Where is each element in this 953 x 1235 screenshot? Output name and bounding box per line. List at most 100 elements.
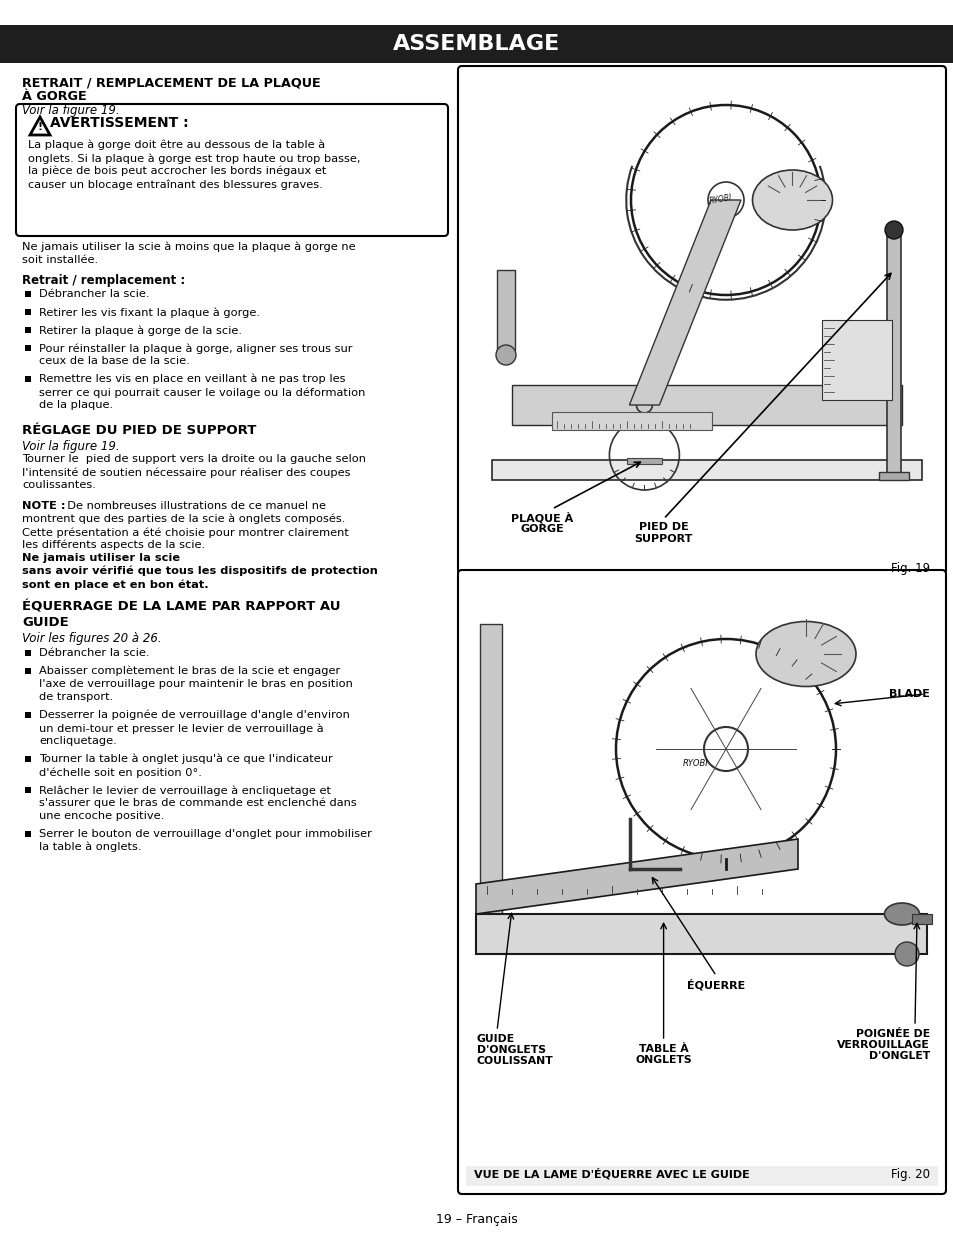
Bar (25, 309, 30, 315)
Text: RYOBI: RYOBI (708, 194, 733, 206)
Text: l'axe de verrouillage pour maintenir le bras en position: l'axe de verrouillage pour maintenir le … (39, 679, 353, 689)
Bar (25, 756, 30, 762)
Text: 19 – Français: 19 – Français (436, 1214, 517, 1226)
Text: encliquetage.: encliquetage. (39, 736, 116, 746)
Text: AVERTISSEMENT :: AVERTISSEMENT : (50, 116, 189, 130)
Circle shape (894, 942, 918, 966)
Text: COULISSANT: COULISSANT (476, 1056, 553, 1066)
Text: Voir la figure 19.: Voir la figure 19. (22, 104, 119, 117)
Text: causer un blocage entraînant des blessures graves.: causer un blocage entraînant des blessur… (28, 179, 322, 189)
Text: Fig. 20: Fig. 20 (890, 1168, 929, 1181)
Text: GUIDE: GUIDE (22, 616, 69, 629)
Bar (25, 375, 30, 382)
Text: La plaque à gorge doit être au dessous de la table à: La plaque à gorge doit être au dessous d… (28, 140, 325, 151)
Bar (512, 385, 901, 425)
FancyBboxPatch shape (457, 571, 945, 1194)
Bar (25, 327, 30, 333)
Text: !: ! (37, 122, 43, 132)
Ellipse shape (752, 170, 832, 230)
Text: Pour réinstaller la plaque à gorge, aligner ses trous sur: Pour réinstaller la plaque à gorge, alig… (39, 343, 352, 353)
Polygon shape (30, 117, 50, 135)
Text: sans avoir vérifié que tous les dispositifs de protection: sans avoir vérifié que tous les disposit… (22, 566, 377, 577)
Text: PIED DE: PIED DE (639, 522, 688, 532)
Text: Remettre les vis en place en veillant à ne pas trop les: Remettre les vis en place en veillant à … (39, 374, 345, 384)
Bar (476, 914, 926, 953)
Text: la pièce de bois peut accrocher les bords inégaux et: la pièce de bois peut accrocher les bord… (28, 165, 326, 177)
Bar (821, 320, 891, 400)
Ellipse shape (883, 903, 919, 925)
Bar (25, 345, 30, 351)
Circle shape (884, 221, 902, 240)
Ellipse shape (755, 621, 855, 687)
Text: ceux de la base de la scie.: ceux de la base de la scie. (39, 356, 190, 366)
Text: Retirer les vis fixant la plaque à gorge.: Retirer les vis fixant la plaque à gorge… (39, 308, 260, 317)
Text: ASSEMBLAGE: ASSEMBLAGE (393, 35, 560, 54)
Bar (492, 459, 921, 480)
Bar (25, 650, 30, 656)
Text: Ne jamais utiliser la scie à moins que la plaque à gorge ne: Ne jamais utiliser la scie à moins que l… (22, 242, 355, 252)
Text: GORGE: GORGE (519, 524, 563, 534)
Bar (25, 831, 30, 837)
Text: Débrancher la scie.: Débrancher la scie. (39, 648, 150, 658)
Bar (911, 914, 931, 924)
Text: Cette présentation a été choisie pour montrer clairement: Cette présentation a été choisie pour mo… (22, 527, 349, 537)
Text: Retirer la plaque à gorge de la scie.: Retirer la plaque à gorge de la scie. (39, 325, 242, 336)
Text: de la plaque.: de la plaque. (39, 400, 113, 410)
Polygon shape (629, 200, 740, 405)
Text: De nombreuses illustrations de ce manuel ne: De nombreuses illustrations de ce manuel… (60, 501, 326, 511)
Bar (497, 270, 515, 350)
Bar (25, 291, 30, 296)
Text: D'ONGLET: D'ONGLET (868, 1051, 929, 1061)
Text: onglets. Si la plaque à gorge est trop haute ou trop basse,: onglets. Si la plaque à gorge est trop h… (28, 153, 360, 163)
Text: un demi-tour et presser le levier de verrouillage à: un demi-tour et presser le levier de ver… (39, 722, 323, 734)
Text: RÉGLAGE DU PIED DE SUPPORT: RÉGLAGE DU PIED DE SUPPORT (22, 424, 256, 437)
Text: les différents aspects de la scie.: les différents aspects de la scie. (22, 540, 205, 551)
Text: SUPPORT: SUPPORT (634, 534, 692, 543)
Text: Voir la figure 19.: Voir la figure 19. (22, 440, 119, 453)
FancyBboxPatch shape (16, 104, 448, 236)
Text: RYOBI: RYOBI (682, 760, 708, 768)
FancyBboxPatch shape (457, 65, 945, 574)
Text: ONGLETS: ONGLETS (635, 1055, 691, 1065)
Bar (552, 412, 711, 430)
Bar (878, 472, 908, 480)
Text: ÉQUERRAGE DE LA LAME PAR RAPPORT AU: ÉQUERRAGE DE LA LAME PAR RAPPORT AU (22, 600, 340, 613)
Text: POIGNÉE DE: POIGNÉE DE (855, 1029, 929, 1039)
Text: Serrer le bouton de verrouillage d'onglet pour immobiliser: Serrer le bouton de verrouillage d'ongle… (39, 829, 372, 839)
Text: Débrancher la scie.: Débrancher la scie. (39, 289, 150, 299)
Bar (886, 230, 900, 480)
Bar (25, 668, 30, 674)
Bar (626, 458, 661, 464)
Text: Abaisser complètement le bras de la scie et engager: Abaisser complètement le bras de la scie… (39, 666, 340, 677)
Bar (465, 1166, 937, 1186)
Text: Fig. 19: Fig. 19 (890, 562, 929, 576)
Text: VERROUILLAGE: VERROUILLAGE (837, 1040, 929, 1050)
Bar (25, 713, 30, 718)
Text: une encoche positive.: une encoche positive. (39, 811, 164, 821)
Text: Tourner le  pied de support vers la droite ou la gauche selon: Tourner le pied de support vers la droit… (22, 454, 366, 464)
Text: d'échelle soit en position 0°.: d'échelle soit en position 0°. (39, 767, 202, 778)
Text: PLAQUE À: PLAQUE À (511, 513, 573, 524)
Text: VUE DE LA LAME D'ÉQUERRE AVEC LE GUIDE: VUE DE LA LAME D'ÉQUERRE AVEC LE GUIDE (474, 1168, 749, 1179)
Text: l'intensité de soutien nécessaire pour réaliser des coupes: l'intensité de soutien nécessaire pour r… (22, 467, 350, 478)
Polygon shape (476, 839, 797, 914)
Text: la table à onglets.: la table à onglets. (39, 842, 141, 852)
Circle shape (496, 345, 516, 366)
Text: Tourner la table à onglet jusqu'à ce que l'indicateur: Tourner la table à onglet jusqu'à ce que… (39, 755, 333, 764)
Text: NOTE :: NOTE : (22, 501, 66, 511)
Text: coulissantes.: coulissantes. (22, 480, 95, 490)
Text: de transport.: de transport. (39, 692, 113, 701)
Text: Retrait / remplacement :: Retrait / remplacement : (22, 274, 185, 287)
Text: GUIDE: GUIDE (476, 1034, 515, 1044)
Text: Relâcher le levier de verrouillage à encliquetage et: Relâcher le levier de verrouillage à enc… (39, 785, 331, 795)
Text: À GORGE: À GORGE (22, 90, 87, 103)
Text: ÉQUERRE: ÉQUERRE (686, 979, 744, 990)
Text: Desserrer la poignée de verrouillage d'angle d'environ: Desserrer la poignée de verrouillage d'a… (39, 710, 350, 720)
Text: s'assurer que le bras de commande est enclenché dans: s'assurer que le bras de commande est en… (39, 798, 356, 809)
Text: Voir les figures 20 à 26.: Voir les figures 20 à 26. (22, 632, 161, 645)
Bar (0, 25, 953, 63)
Bar (479, 624, 501, 924)
Circle shape (636, 396, 652, 412)
Text: montrent que des parties de la scie à onglets composés.: montrent que des parties de la scie à on… (22, 514, 345, 525)
Text: D'ONGLETS: D'ONGLETS (476, 1045, 545, 1055)
